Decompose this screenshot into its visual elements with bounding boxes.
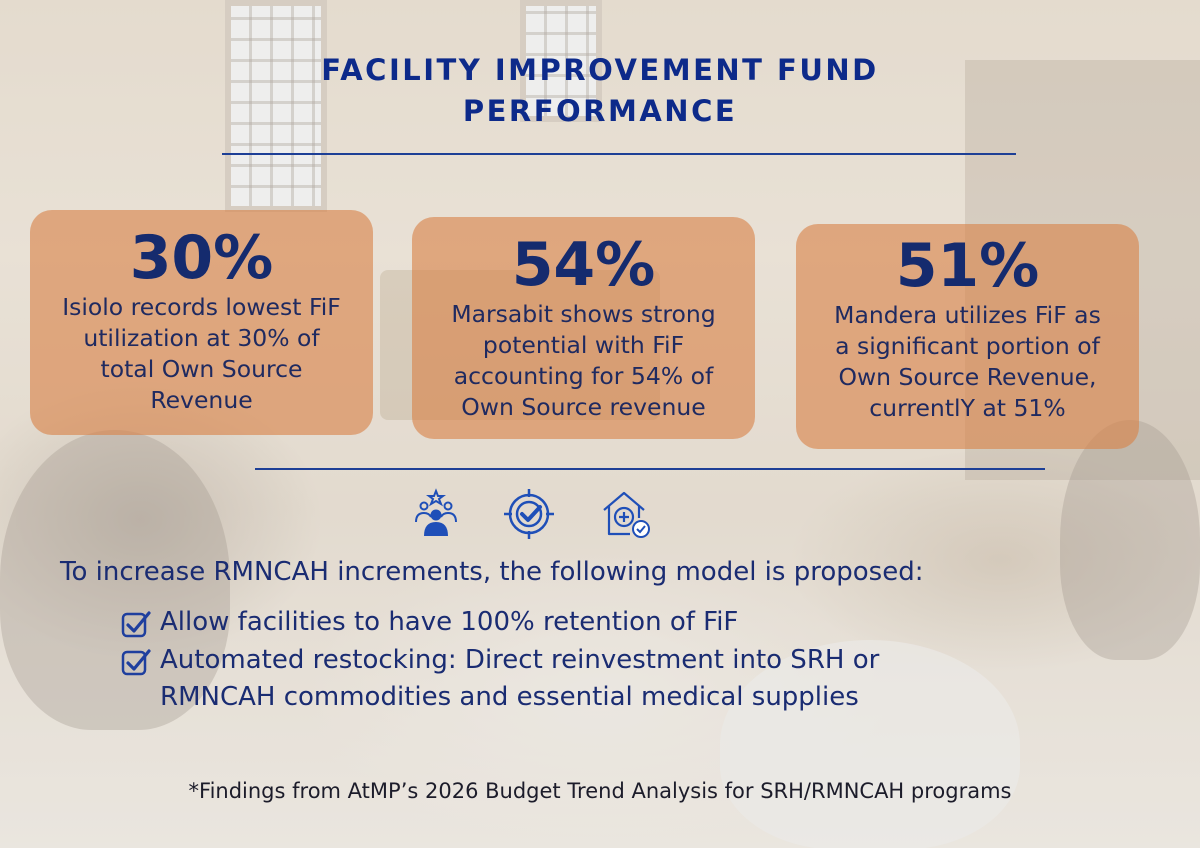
list-item-text: RMNCAH commodities and essential medical… <box>160 682 859 712</box>
checkbox-check-icon <box>121 649 151 676</box>
stat-card-marsabit: 54% Marsabit shows strong potential with… <box>412 217 755 439</box>
stat-description-line: Marsabit shows strong <box>451 300 716 328</box>
stat-description: Isiolo records lowest FiF utilization at… <box>30 292 373 416</box>
footnote: *Findings from AtMP’s 2026 Budget Trend … <box>188 779 1012 803</box>
stat-description-line: Mandera utilizes FiF as <box>834 301 1101 329</box>
background-window <box>520 0 602 122</box>
stat-description-line: Revenue <box>150 386 253 414</box>
title-line-1: FACILITY IMPROVEMENT FUND <box>321 53 879 87</box>
stat-description-line: total Own Source <box>100 355 303 383</box>
stat-percent: 30% <box>129 223 274 293</box>
list-item-text: Allow facilities to have 100% retention … <box>160 607 739 637</box>
stat-description: Mandera utilizes FiF as a significant po… <box>796 300 1139 424</box>
proposal-lead: To increase RMNCAH increments, the follo… <box>60 557 924 587</box>
stat-description-line: Own Source revenue <box>461 393 706 421</box>
title-line-2: PERFORMANCE <box>462 94 738 128</box>
section-divider <box>255 468 1045 470</box>
background-person <box>1060 420 1200 660</box>
stat-description-line: currentlY at 51% <box>869 394 1066 422</box>
background-person <box>0 430 230 730</box>
stat-percent: 54% <box>511 230 656 300</box>
stat-description-line: Own Source Revenue, <box>838 363 1097 391</box>
proposal-list: Allow facilities to have 100% retention … <box>120 604 879 716</box>
stat-description: Marsabit shows strong potential with FiF… <box>412 299 755 423</box>
page-title: FACILITY IMPROVEMENT FUND PERFORMANCE <box>0 50 1200 132</box>
background-window <box>225 0 327 212</box>
stat-description-line: utilization at 30% of <box>83 324 320 352</box>
stat-description-line: a significant portion of <box>835 332 1100 360</box>
stat-percent: 51% <box>895 231 1040 301</box>
stat-description-line: Isiolo records lowest FiF <box>62 293 341 321</box>
background-person <box>720 640 1020 848</box>
stat-description-line: accounting for 54% of <box>453 362 714 390</box>
list-item: Allow facilities to have 100% retention … <box>120 604 879 641</box>
target-check-icon <box>504 489 554 539</box>
list-item-text: Automated restocking: Direct reinvestmen… <box>160 645 880 675</box>
stat-card-isiolo: 30% Isiolo records lowest FiF utilizatio… <box>30 210 373 435</box>
health-facility-icon <box>603 491 650 538</box>
list-item: Automated restocking: Direct reinvestmen… <box>120 642 879 716</box>
title-divider <box>222 153 1016 155</box>
team-icon <box>415 488 457 536</box>
icon-row <box>410 488 670 544</box>
stat-card-mandera: 51% Mandera utilizes FiF as a significan… <box>796 224 1139 449</box>
stat-description-line: potential with FiF <box>482 331 685 359</box>
checkbox-check-icon <box>121 611 151 638</box>
